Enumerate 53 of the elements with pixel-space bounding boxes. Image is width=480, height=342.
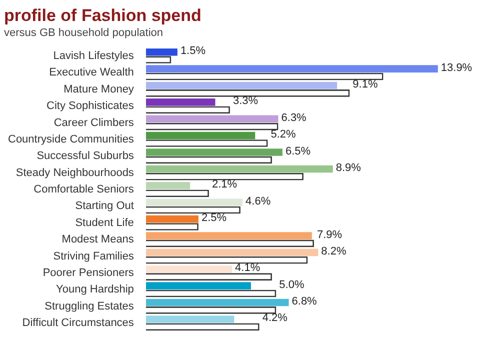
data-label: 6.3% [281,112,307,124]
bar [146,198,243,206]
bar [146,48,178,56]
data-label: 5.0% [279,278,304,291]
bar [146,165,333,173]
chart-title: profile of Fashion spend [4,6,202,25]
chart-subtitle: versus GB household population [4,27,163,40]
data-label: 2.1% [212,178,238,191]
y-tick-label: Poorer Pensioners [42,267,134,279]
data-label: 6.5% [285,145,311,158]
bar [146,298,289,306]
y-tick-label: Struggling Estates [44,300,134,312]
bar [146,232,312,240]
bar [146,98,216,106]
y-tick-label: Starting Out [75,200,134,212]
data-label: 4.2% [262,312,288,324]
y-tick-label: Mature Money [64,83,134,96]
data-label: 5.2% [270,128,296,141]
y-tick-label: Striving Families [53,250,134,262]
data-label: 9.1% [352,78,378,91]
y-tick-label: Student Life [75,216,134,229]
bar [146,148,282,156]
bar [146,248,318,256]
data-label: 3.3% [232,95,258,108]
y-tick-label: Comfortable Seniors [34,184,134,196]
data-label: 6.8% [292,296,318,308]
data-label: 7.9% [316,228,342,241]
y-tick-label: Steady Neighbourhoods [16,166,134,179]
y-tick-label: Modest Means [62,234,134,246]
bar [146,316,234,323]
y-tick-label: Difficult Circumstances [22,317,134,330]
y-tick-label: Countryside Communities [8,133,134,146]
y-tick-label: Successful Suburbs [36,150,134,162]
data-label: 2.5% [201,212,227,224]
y-tick-label: Young Hardship [56,284,134,296]
y-tick-label: Lavish Lifestyles [53,50,134,62]
bar [146,65,438,72]
data-label: 13.9% [440,62,472,74]
data-label: 1.5% [180,45,206,58]
y-tick-label: City Sophisticates [46,100,134,112]
data-label: 4.6% [246,195,271,208]
data-label: 8.9% [336,162,362,174]
data-label: 4.1% [235,262,260,274]
bar [146,132,256,140]
bar [146,265,232,273]
bar [146,82,338,90]
data-label: 8.2% [321,245,346,258]
y-tick-label: Career Climbers [54,116,134,129]
bar [146,115,278,123]
bar [146,282,251,290]
bar [146,182,190,190]
y-tick-label: Executive Wealth [49,66,134,79]
bar [146,215,198,223]
